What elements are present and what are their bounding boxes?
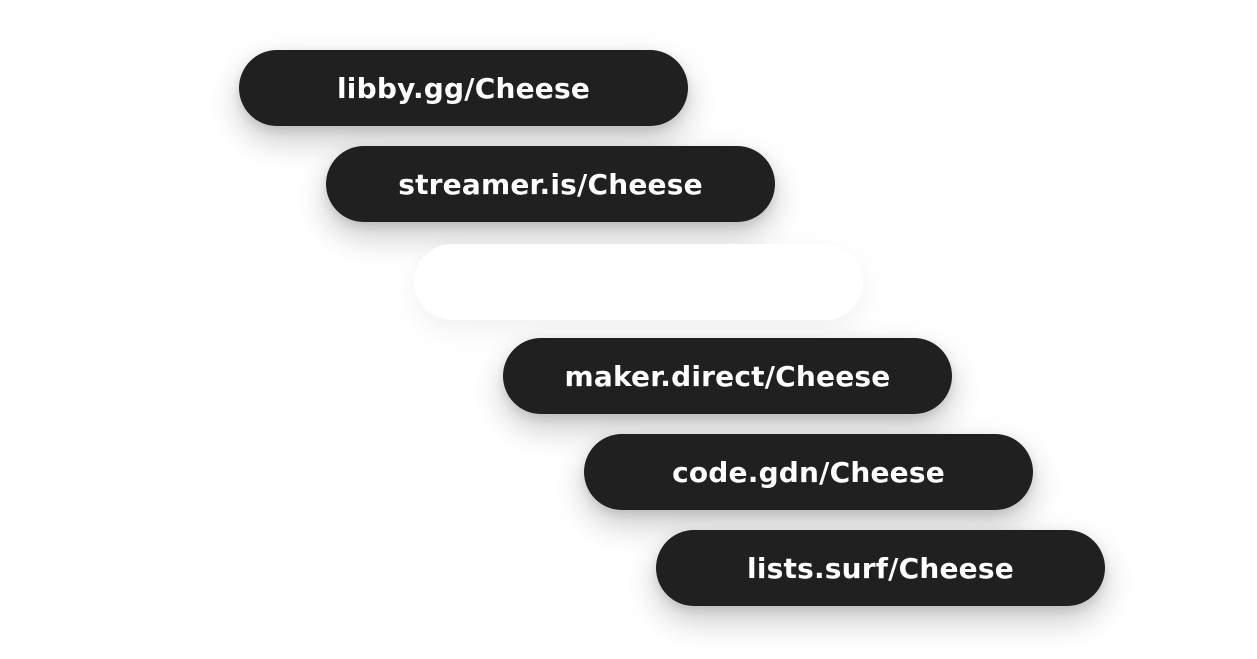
link-pill-label: libby.gg/Cheese	[336, 71, 591, 105]
link-pill-lists[interactable]: lists.surf/Cheese	[656, 530, 1105, 606]
link-pill-label: maker.direct/Cheese	[564, 359, 891, 393]
link-pill-libby[interactable]: libby.gg/Cheese	[239, 50, 688, 126]
link-pill-maker[interactable]: maker.direct/Cheese	[503, 338, 952, 414]
link-pill-code[interactable]: code.gdn/Cheese	[584, 434, 1033, 510]
link-pill-label: code.gdn/Cheese	[672, 455, 945, 489]
link-pill-streamer[interactable]: streamer.is/Cheese	[326, 146, 775, 222]
faded-pill-placeholder	[414, 244, 863, 320]
link-pill-label: streamer.is/Cheese	[398, 167, 703, 201]
link-pill-label: lists.surf/Cheese	[747, 551, 1014, 585]
